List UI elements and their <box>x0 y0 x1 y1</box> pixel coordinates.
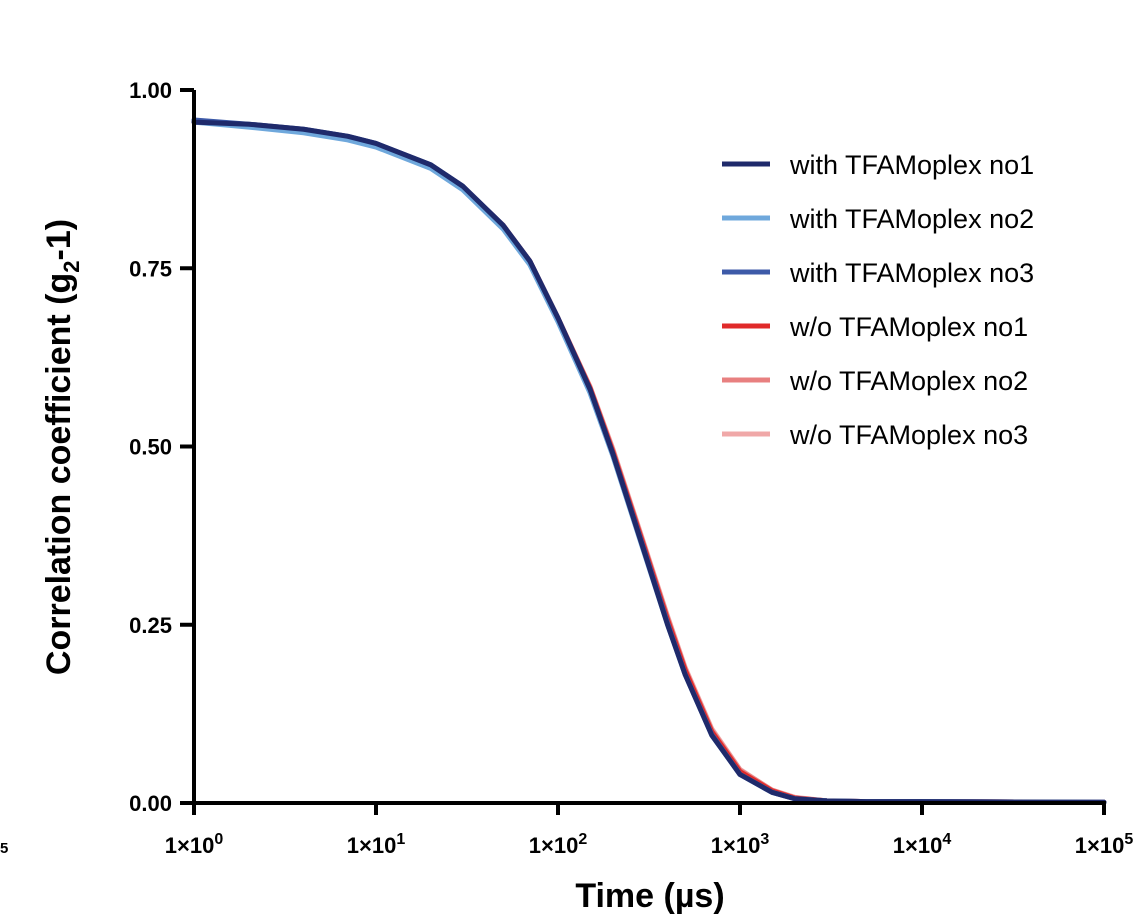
legend-label-5: w/o TFAMoplex no2 <box>789 366 1028 396</box>
y-tick-label: 0.00 <box>129 791 172 816</box>
y-tick-label: 0.50 <box>129 435 172 460</box>
legend-label-1: with TFAMoplex no1 <box>789 150 1034 180</box>
left-edge-tick-fragment: 5 <box>0 840 8 857</box>
x-axis-title: Time (µs) <box>575 877 724 915</box>
legend-label-3: with TFAMoplex no3 <box>789 258 1034 288</box>
y-tick-label: 0.25 <box>129 613 172 638</box>
y-tick-label: 1.00 <box>129 78 172 103</box>
x-tick-label: 1×102 <box>529 831 588 858</box>
x-tick-label: 1×103 <box>711 831 770 858</box>
axes-layer: 0.00 0.25 0.50 0.75 1.00 1×100 1×101 1×102 1×103… <box>129 78 1133 858</box>
series-layer <box>191 117 1107 805</box>
x-tick-label: 1×104 <box>893 831 952 858</box>
legend-label-6: w/o TFAMoplex no3 <box>789 420 1028 450</box>
y-axis-title: Correlation coefficient (g2-1) <box>40 219 84 675</box>
x-tick-label: 1×101 <box>347 831 406 858</box>
y-axis-title-subscript: 2 <box>59 260 84 272</box>
legend-label-4: w/o TFAMoplex no1 <box>789 312 1028 342</box>
legend: with TFAMoplex no1 with TFAMoplex no2 with… <box>722 150 1034 450</box>
series-line-1 <box>191 119 1107 805</box>
x-tick-label: 1×100 <box>165 831 224 858</box>
y-tick-label: 0.75 <box>129 256 172 281</box>
x-tick-label: 1×105 <box>1075 831 1134 858</box>
y-axis-title-main: Correlation coefficient (g <box>40 273 78 675</box>
legend-label-2: with TFAMoplex no2 <box>789 204 1034 234</box>
y-axis-title-tail: -1) <box>40 219 78 261</box>
